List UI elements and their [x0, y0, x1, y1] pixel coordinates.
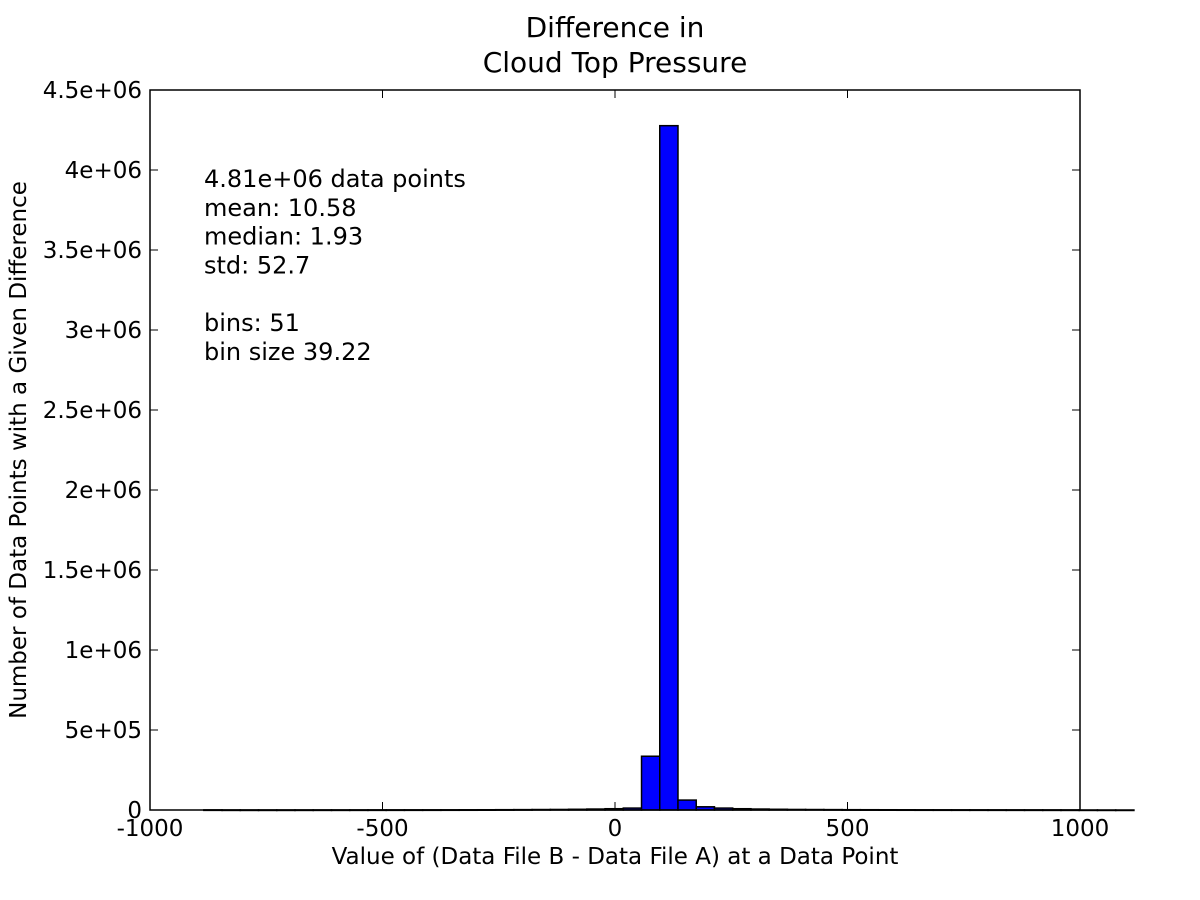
histogram-bar: [1096, 809, 1117, 812]
histogram-bar: [677, 799, 697, 811]
y-tick-label: 3e+06: [65, 318, 142, 344]
stats-line: bin size 39.22: [204, 338, 372, 366]
y-tick-label: 4e+06: [65, 158, 142, 184]
histogram-bar: [640, 755, 661, 811]
y-tick-label: 0: [127, 798, 142, 824]
histogram-bar: [659, 124, 679, 811]
x-tick-label: 500: [826, 816, 870, 842]
x-tick-label: 0: [608, 816, 623, 842]
stats-line: std: 52.7: [204, 251, 310, 279]
y-axis-label: Number of Data Points with a Given Diffe…: [6, 181, 32, 719]
stats-line: median: 1.93: [204, 223, 363, 251]
plot-frame: [149, 89, 1081, 811]
histogram-bar: [1114, 809, 1135, 812]
y-tick-label: 2e+06: [65, 478, 142, 504]
y-tick-label: 3.5e+06: [43, 238, 142, 264]
x-tick-label: -1000: [117, 816, 184, 842]
x-tick-label: 1000: [1051, 816, 1110, 842]
axis-ticks: -1000 -500 0 500 1000 0 5e+05 1e+06 1.5e+06 2e+06…: [43, 78, 1110, 842]
stats-line: 4.81e+06 data points: [204, 165, 466, 193]
histogram-bar: [1078, 809, 1099, 812]
y-tick-label: 5e+05: [65, 718, 142, 744]
y-tick-label: 1e+06: [65, 638, 142, 664]
chart-title-line-1: Difference in: [526, 11, 705, 44]
stats-line: mean: 10.58: [204, 194, 356, 222]
stats-line: [204, 280, 212, 308]
stats-line: bins: 51: [204, 309, 300, 337]
x-axis-label: Value of (Data File B - Data File A) at …: [332, 844, 899, 870]
chart-title-line-2: Cloud Top Pressure: [483, 46, 748, 79]
y-tick-label: 1.5e+06: [43, 558, 142, 584]
y-tick-label: 4.5e+06: [43, 78, 142, 104]
stats-annotation: 4.81e+06 data points mean: 10.58 median: 1…: [204, 165, 466, 366]
y-tick-label: 2.5e+06: [43, 398, 142, 424]
x-tick-label: -500: [356, 816, 408, 842]
